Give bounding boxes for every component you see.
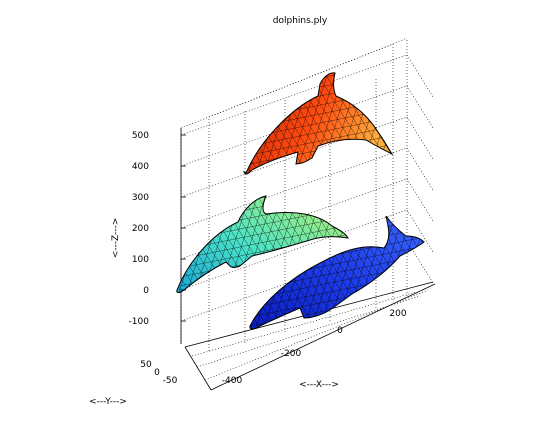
y-tick-label: 50: [140, 360, 152, 370]
grid-lines: [180, 37, 434, 381]
z-tick-label: 400: [132, 162, 149, 172]
x-tick-label: 200: [389, 309, 406, 319]
mesh-group: [176, 72, 425, 330]
z-tick-label: 0: [143, 286, 149, 296]
z-tick-label: 100: [132, 255, 149, 265]
x-axis-front-line: [210, 283, 436, 391]
z-tick-label: 200: [132, 224, 149, 234]
dolphin-mesh: [242, 72, 394, 175]
y-axis-label: <---Y--->: [89, 397, 127, 407]
dolphin-wireframe: [249, 216, 424, 330]
x-axis-label: <---X--->: [299, 380, 339, 390]
x-tick-label: -400: [222, 376, 243, 386]
z-tick-label: 300: [132, 193, 149, 203]
chart-title: dolphins.ply: [273, 16, 328, 26]
y-tick-label: -50: [163, 376, 178, 386]
z-tick-label: -100: [129, 317, 150, 327]
y-tick-label: 0: [154, 368, 160, 378]
dolphin-wireframe: [244, 72, 392, 174]
x-tick-label: 0: [337, 326, 343, 336]
dolphin-mesh: [176, 195, 349, 294]
dolphin-mesh: [249, 215, 425, 330]
dolphin-wireframe: [176, 196, 348, 293]
x-tick-label: -200: [281, 349, 302, 359]
y-axis-line: [184, 346, 212, 391]
z-tick-label: 500: [132, 131, 149, 141]
z-axis-label: <---Z--->: [111, 218, 121, 259]
